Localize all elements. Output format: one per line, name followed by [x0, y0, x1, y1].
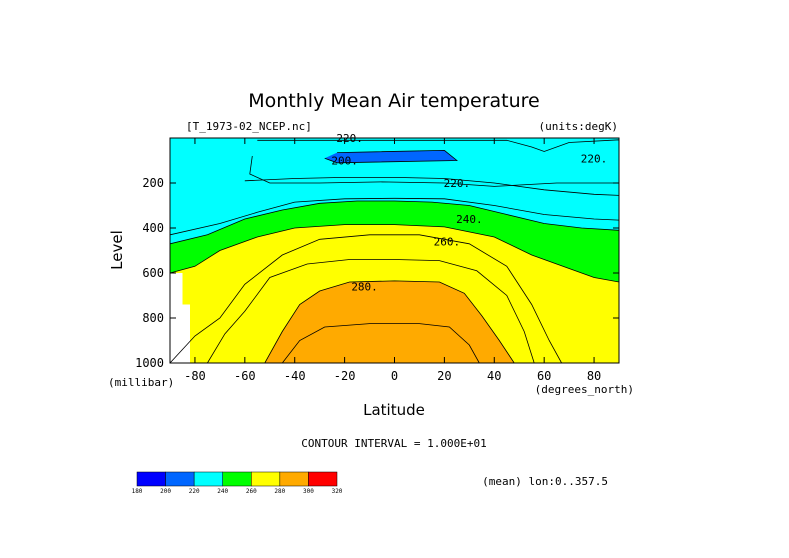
y-tick-label: 200 [142, 176, 164, 190]
colorbar-label: 300 [303, 488, 314, 495]
fill-region-220 [249, 139, 619, 187]
y-axis: 200 400 600 800 1000 [135, 176, 619, 370]
x-tick-label: -60 [234, 369, 256, 383]
source-label: [T_1973-02_NCEP.nc] [186, 120, 312, 133]
x-units-label: (degrees_north) [535, 383, 634, 396]
colorbar-label: 220 [189, 488, 200, 495]
colorbar-swatch [136, 471, 166, 487]
x-axis-label: Latitude [363, 401, 425, 419]
y-tick-label: 1000 [135, 356, 164, 370]
y-tick-label: 400 [142, 221, 164, 235]
contour-interval-text: CONTOUR INTERVAL = 1.000E+01 [301, 437, 486, 450]
colorbar-label: 280 [274, 488, 285, 495]
x-tick-label: 80 [587, 369, 601, 383]
x-tick-label: -40 [284, 369, 306, 383]
contour-line-200 [324, 149, 459, 164]
contour-line-extra [170, 197, 619, 236]
contour-line-layer [170, 139, 619, 363]
mean-text: (mean) lon:0..357.5 [482, 475, 608, 488]
x-tick-label: 20 [437, 369, 451, 383]
fill-region-280 [264, 280, 515, 363]
units-label: (units:degK) [539, 120, 618, 133]
contour-line-240 [170, 200, 619, 363]
missing-data-region [170, 273, 190, 363]
colorbar-swatch [251, 471, 281, 487]
plot-fill-layer [170, 138, 619, 363]
contour-label: 260. [434, 236, 461, 249]
colorbar-swatch [193, 471, 223, 487]
contour-label: 220. [444, 177, 471, 190]
contour-label: 280. [351, 281, 378, 294]
fill-region-200 [324, 150, 457, 163]
x-tick-label: 0 [391, 369, 398, 383]
colorbar-label: 200 [160, 488, 171, 495]
chart-title: Monthly Mean Air temperature [248, 90, 539, 112]
colorbar-swatch [279, 471, 309, 487]
colorbar-swatch [308, 471, 338, 487]
colorbar-label: 260 [246, 488, 257, 495]
x-tick-label: 60 [537, 369, 551, 383]
y-units-label: (millibar) [108, 376, 174, 389]
y-axis-label: Level [108, 230, 126, 270]
contour-label: 240. [456, 213, 483, 226]
x-tick-label: -80 [184, 369, 206, 383]
contour-line-extra [281, 323, 480, 363]
x-axis: -80 -60 -40 -20 0 20 40 60 80 [184, 138, 601, 383]
contour-line-extra [170, 234, 562, 363]
contour-line-extra [244, 176, 619, 196]
colorbar-swatch [165, 471, 195, 487]
x-tick-label: 40 [487, 369, 501, 383]
y-tick-label: 600 [142, 266, 164, 280]
x-tick-label: -20 [334, 369, 356, 383]
contour-line-220 [249, 139, 619, 187]
contour-label-layer: 220.200. 220.220.240.260.280. [331, 132, 607, 294]
contour-line-260 [170, 224, 619, 363]
colorbar-label: 320 [332, 488, 343, 495]
y-tick-label: 800 [142, 311, 164, 325]
contour-line-280 [264, 280, 515, 363]
colorbar: 180 200 220 240 260 280 300 320 [132, 471, 343, 495]
contour-line-extra [207, 259, 535, 363]
contour-label: 220. [581, 152, 608, 165]
colorbar-label: 240 [217, 488, 228, 495]
colorbar-swatch [222, 471, 252, 487]
colorbar-label: 180 [132, 488, 143, 495]
contour-label: 200. [331, 155, 358, 168]
